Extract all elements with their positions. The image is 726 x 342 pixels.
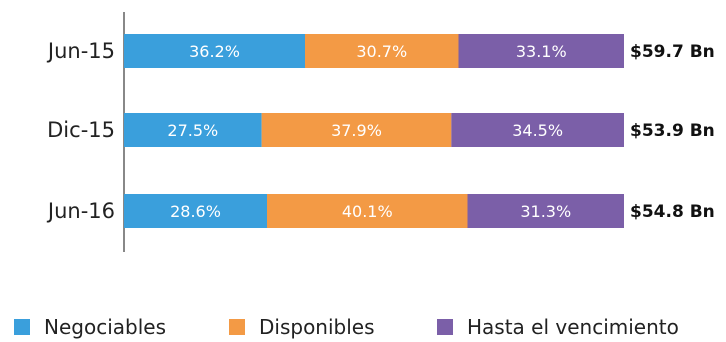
legend-item-negociables: Negociables (14, 312, 166, 342)
bar-segment-hasta-el-vencimiento-jun-16 (467, 194, 624, 228)
data-label-disponibles-dic-15: 37.9% (331, 121, 382, 140)
category-label-jun-16: Jun-16 (46, 199, 115, 223)
bars-group: Jun-15 36.2% 30.7% 33.1% $59.7 Bn Dic-15 27.5%… (46, 34, 715, 228)
bar-segment-disponibles-dic-15 (261, 113, 452, 147)
bar-segment-disponibles-jun-16 (267, 194, 468, 228)
bar-segment-hasta-el-vencimiento-jun-15 (458, 34, 624, 68)
legend-item-hasta-el-vencimiento: Hasta el vencimiento (437, 312, 679, 342)
legend-label-disponibles: Disponibles (259, 315, 375, 339)
bar-segment-negociables-dic-15 (124, 113, 262, 147)
legend-item-disponibles: Disponibles (229, 312, 375, 342)
legend: Negociables Disponibles Hasta el vencimi… (0, 312, 726, 342)
legend-swatch-disponibles (229, 319, 245, 335)
data-label-negociables-dic-15: 27.5% (167, 121, 218, 140)
bar-segment-negociables-jun-15 (124, 34, 305, 68)
bar-segment-negociables-jun-16 (124, 194, 267, 228)
data-label-disponibles-jun-16: 40.1% (342, 202, 393, 221)
total-label-dic-15: $53.9 Bn (630, 121, 715, 141)
bar-segment-hasta-el-vencimiento-dic-15 (451, 113, 624, 147)
data-label-hasta-el-vencimiento-jun-15: 33.1% (516, 42, 567, 61)
data-label-negociables-jun-16: 28.6% (170, 202, 221, 221)
data-label-hasta-el-vencimiento-dic-15: 34.5% (512, 121, 563, 140)
legend-swatch-hasta-el-vencimiento (437, 319, 453, 335)
data-label-negociables-jun-15: 36.2% (189, 42, 240, 61)
legend-swatch-negociables (14, 319, 30, 335)
category-label-jun-15: Jun-15 (46, 39, 115, 63)
data-label-disponibles-jun-15: 30.7% (356, 42, 407, 61)
stacked-bar-chart: Jun-15 36.2% 30.7% 33.1% $59.7 Bn Dic-15 27.5%… (46, 12, 715, 252)
legend-label-negociables: Negociables (44, 315, 166, 339)
data-label-hasta-el-vencimiento-jun-16: 31.3% (520, 202, 571, 221)
bar-segment-disponibles-jun-15 (305, 34, 459, 68)
legend-label-hasta-el-vencimiento: Hasta el vencimiento (467, 315, 679, 339)
total-label-jun-15: $59.7 Bn (630, 42, 715, 62)
category-label-dic-15: Dic-15 (47, 118, 115, 142)
total-label-jun-16: $54.8 Bn (630, 202, 715, 222)
